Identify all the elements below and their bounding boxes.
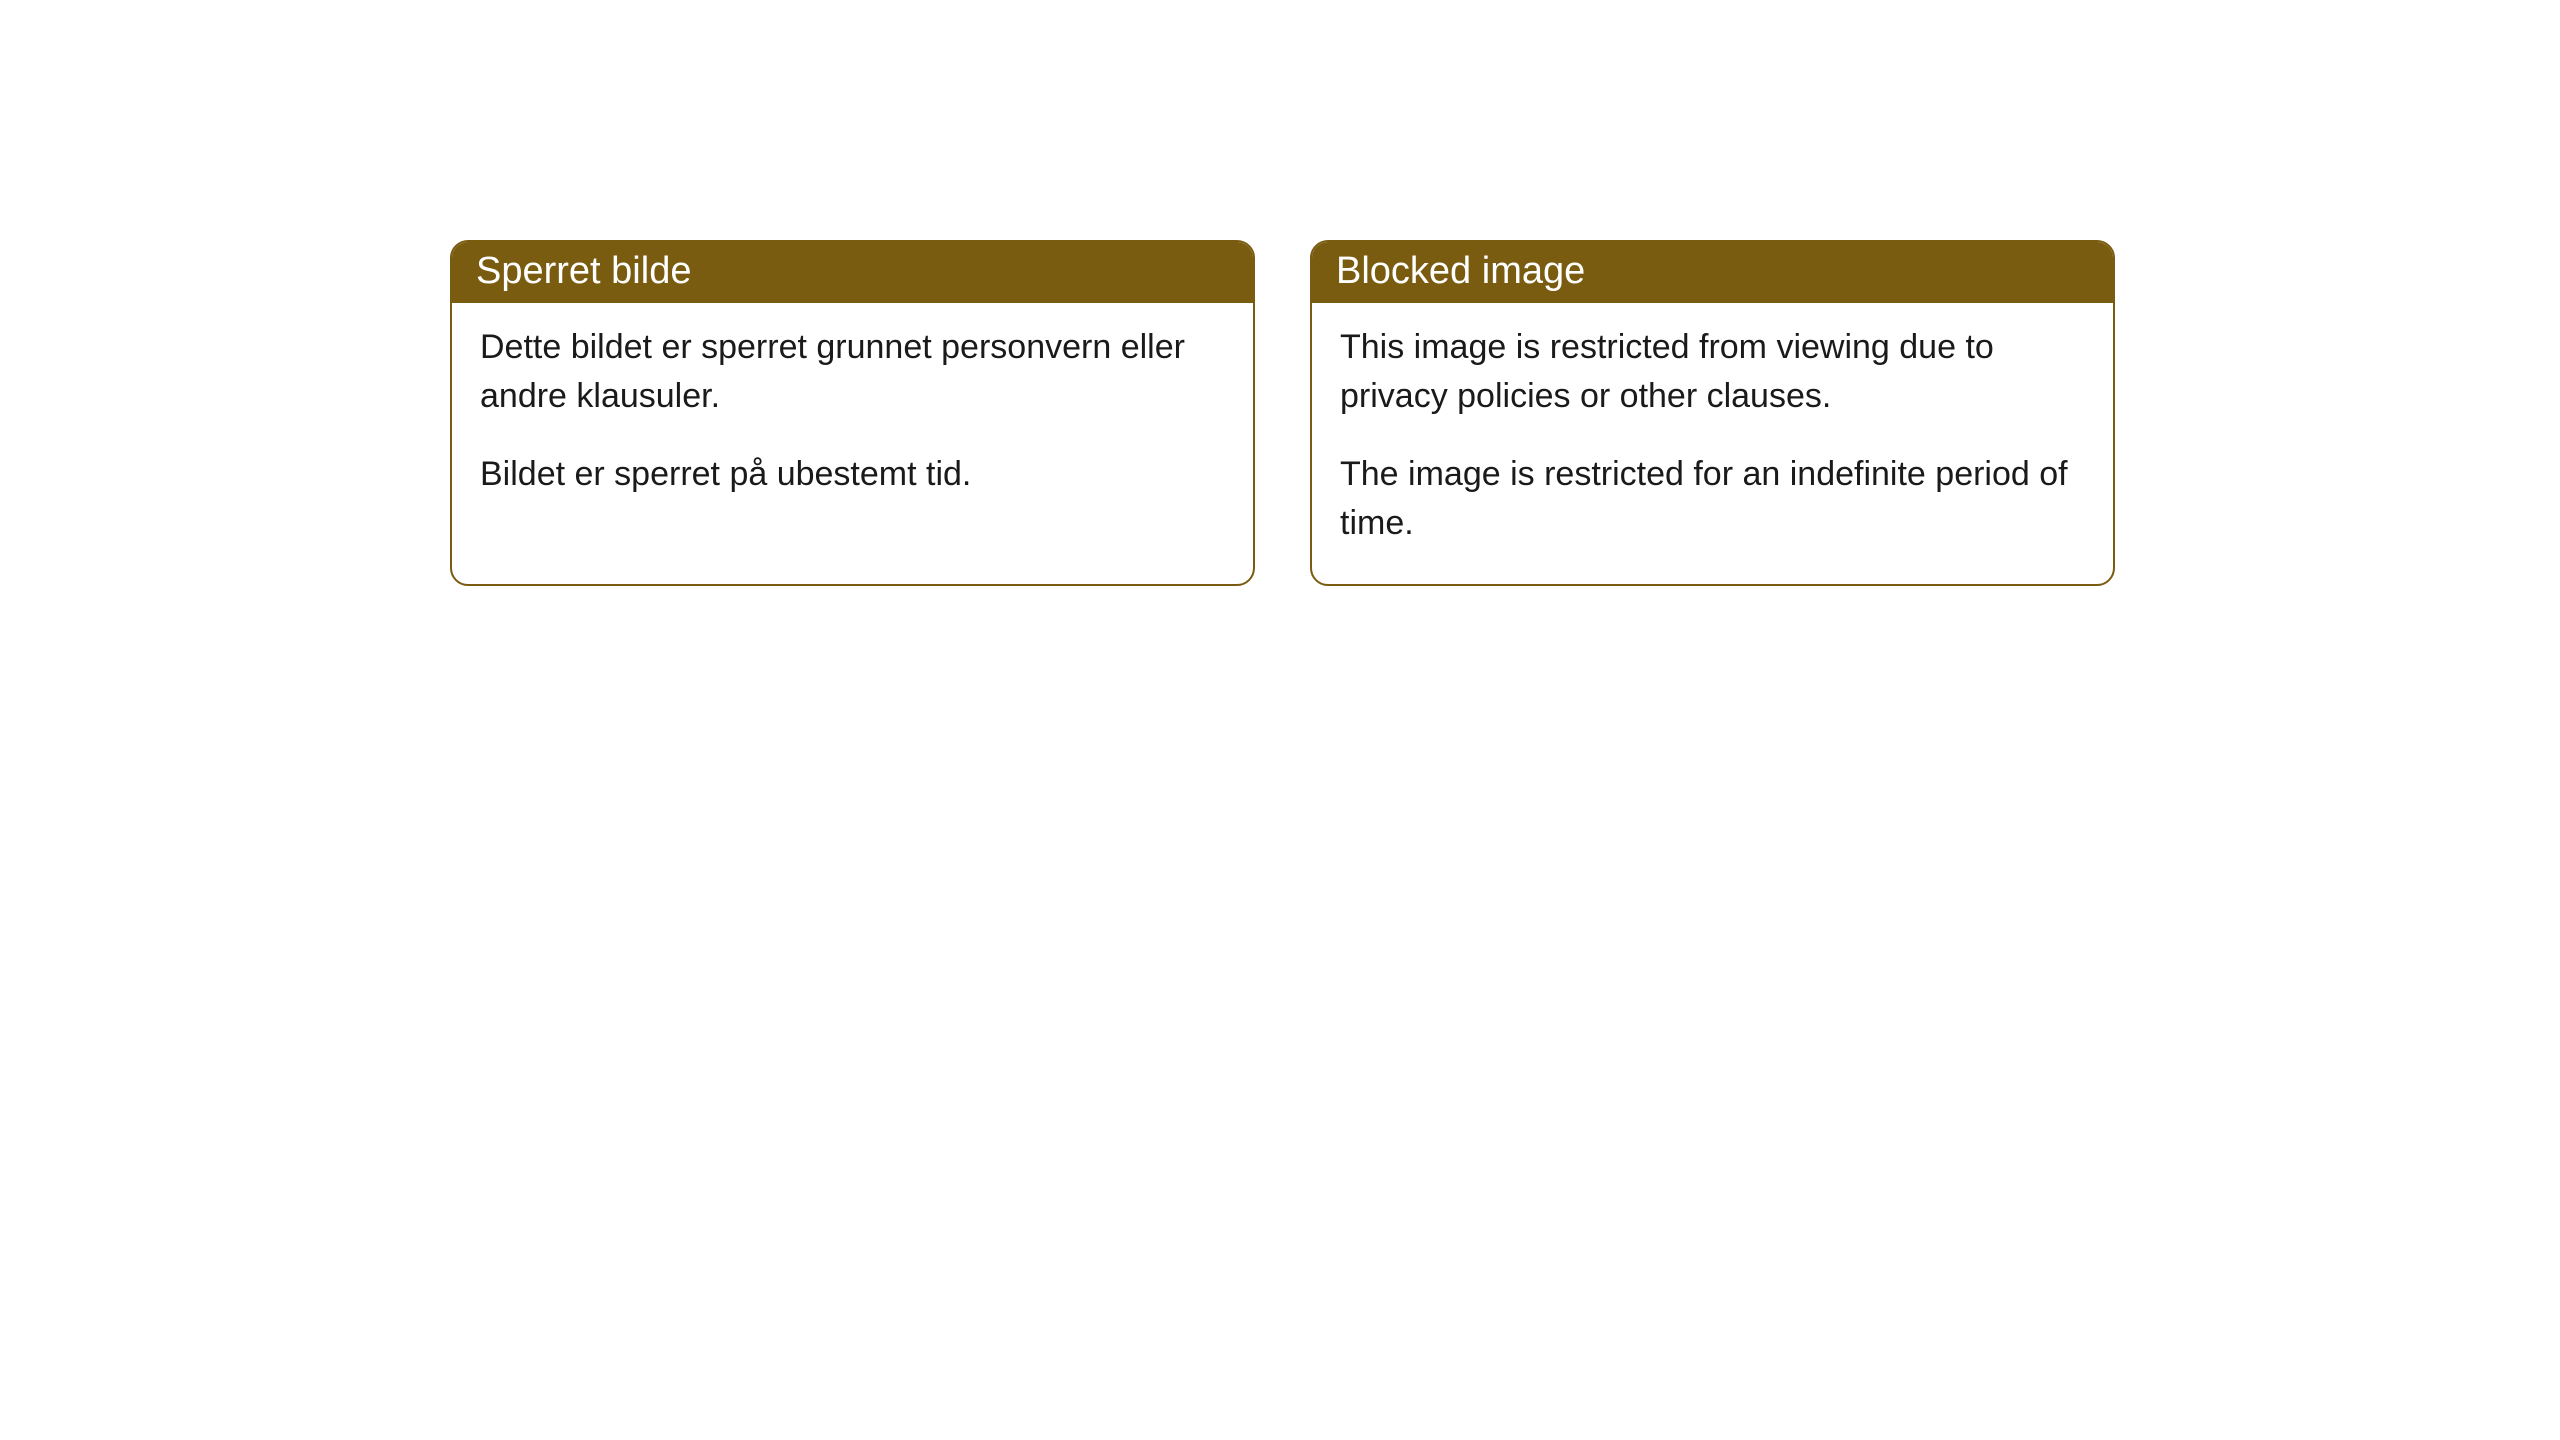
notice-card-english: Blocked image This image is restricted f… — [1310, 240, 2115, 586]
card-body: Dette bildet er sperret grunnet personve… — [452, 303, 1253, 535]
card-paragraph: The image is restricted for an indefinit… — [1340, 450, 2085, 549]
card-header: Blocked image — [1312, 242, 2113, 303]
notice-cards-container: Sperret bilde Dette bildet er sperret gr… — [0, 0, 2560, 586]
notice-card-norwegian: Sperret bilde Dette bildet er sperret gr… — [450, 240, 1255, 586]
card-paragraph: Bildet er sperret på ubestemt tid. — [480, 450, 1225, 499]
card-body: This image is restricted from viewing du… — [1312, 303, 2113, 584]
card-paragraph: Dette bildet er sperret grunnet personve… — [480, 323, 1225, 422]
card-paragraph: This image is restricted from viewing du… — [1340, 323, 2085, 422]
card-header: Sperret bilde — [452, 242, 1253, 303]
